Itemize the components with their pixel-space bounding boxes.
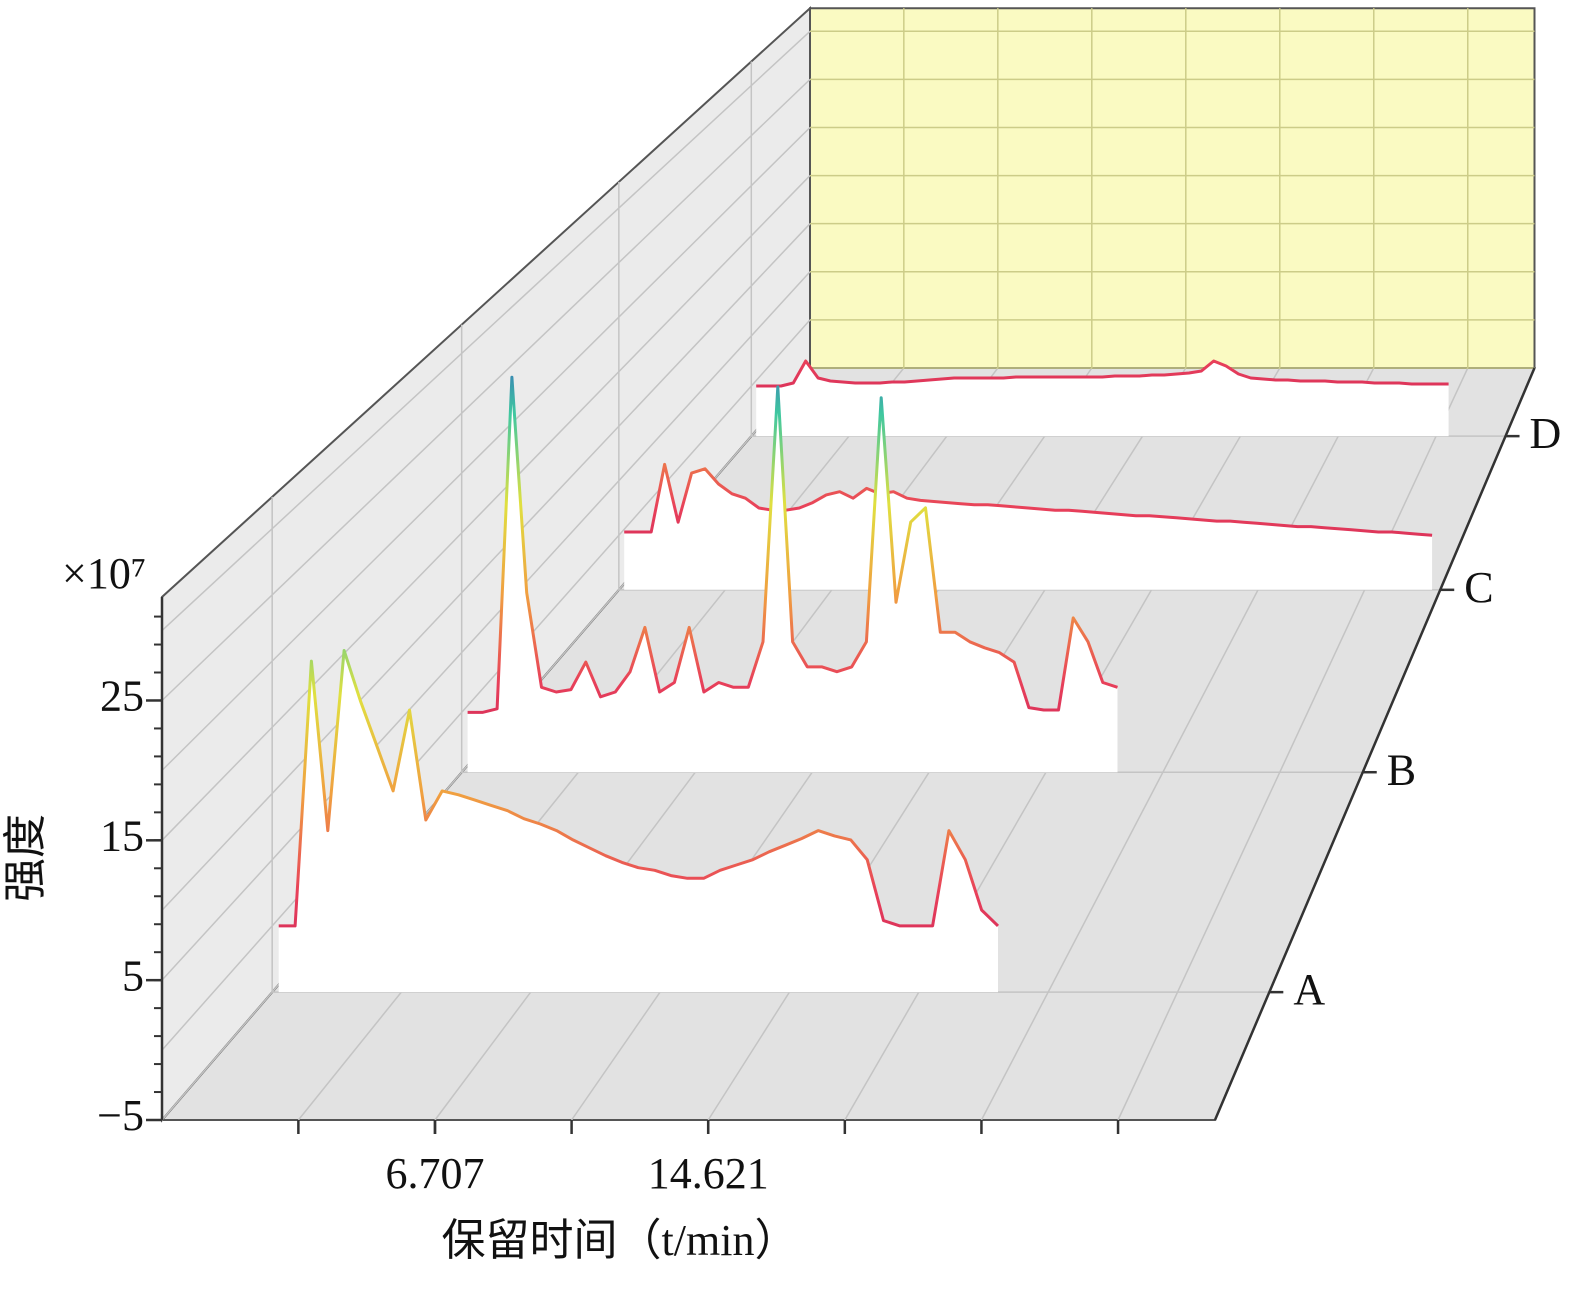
wall-grid-line [161, 175, 811, 841]
series-label: C [1464, 563, 1493, 612]
y-tick-label: 15 [100, 811, 144, 860]
z-axis [1213, 367, 1536, 1121]
floor-grid-line [1117, 367, 1469, 1121]
y-axis-title: 强度 [1, 814, 50, 902]
trace [624, 462, 1433, 537]
wall-grid-line [161, 126, 811, 771]
back-wall [809, 7, 1536, 369]
wall-grid-line [161, 319, 811, 1051]
trace [467, 375, 1118, 714]
trace [278, 649, 1000, 928]
series-label: A [1293, 965, 1325, 1014]
series-label: B [1387, 745, 1416, 794]
wall-grid-line [161, 223, 811, 911]
wall-grid-line [161, 78, 811, 702]
x-tick-label: 6.707 [385, 1149, 484, 1198]
floor-grid-line [980, 367, 1375, 1121]
ribbon [756, 361, 1449, 437]
y-tick-label: −5 [97, 1091, 144, 1140]
wall-grid-line [161, 271, 811, 981]
wall-grid-line [161, 30, 811, 632]
ribbon [278, 650, 998, 993]
x-tick-label: 14.621 [648, 1149, 769, 1198]
y-multiplier: ×10⁷ [62, 549, 146, 598]
y-tick-label: 5 [122, 951, 144, 1000]
y-tick-label: 25 [100, 672, 144, 721]
series-label: D [1530, 409, 1562, 458]
x-axis-title: 保留时间（t/min） [442, 1216, 799, 1265]
trace [756, 359, 1449, 388]
